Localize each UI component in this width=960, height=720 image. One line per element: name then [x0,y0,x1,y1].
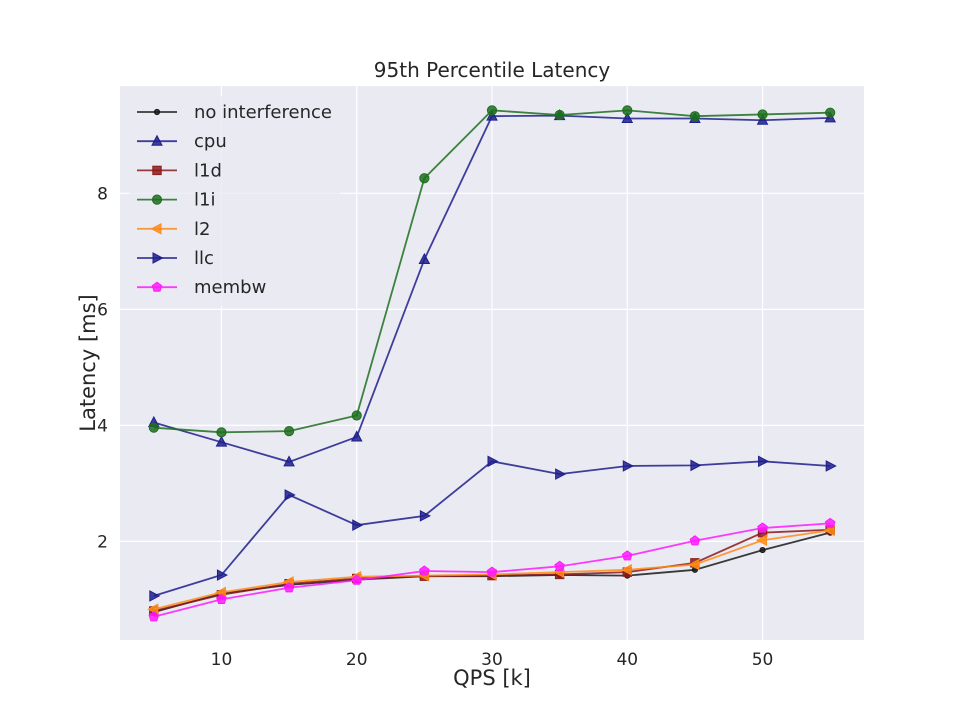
marker-dot [759,546,766,554]
marker-circle [419,173,430,184]
marker-square [152,165,162,176]
series-layer [147,105,837,622]
legend-label: membw [194,277,266,298]
marker-triangle-right [555,468,567,480]
marker-triangle-up [215,435,228,447]
marker-triangle-right [284,489,296,501]
marker-triangle-left [755,534,768,547]
y-tick-label: 6 [97,300,108,320]
marker-circle [825,107,836,118]
legend-item: l1i [137,190,215,211]
marker-triangle-right [487,455,499,468]
legend-item: no interference [137,102,332,123]
marker-triangle-up [151,134,163,146]
marker-pentagon [554,560,565,571]
marker-triangle-right [622,460,634,472]
marker-triangle-up [418,252,431,264]
marker-pentagon [824,517,836,528]
marker-pentagon [151,281,163,292]
marker-triangle-up [283,455,295,467]
y-tick-label: 4 [97,416,108,436]
legend-label: l1d [194,160,222,181]
legend-label: no interference [194,102,332,123]
marker-circle [351,410,362,421]
marker-pentagon [216,593,227,604]
marker-triangle-up [350,430,363,442]
grid-lines [120,86,864,640]
legend-label: l1i [194,190,215,211]
legend-item: l1d [137,160,222,181]
marker-circle [283,426,295,437]
marker-pentagon [757,522,768,533]
legend-label: cpu [194,131,227,152]
marker-triangle-right [419,510,431,522]
marker-pentagon [351,574,363,585]
marker-circle [757,109,768,120]
legend-label: llc [194,248,214,269]
marker-circle [148,422,159,433]
y-tick-label: 8 [97,184,108,204]
series-membw [148,517,836,622]
series-llc [149,455,837,602]
marker-triangle-right [152,252,164,264]
marker-pentagon [283,582,295,593]
marker-pentagon [148,611,160,622]
y-axis-label: Latency [ms] [76,294,100,431]
y-tick-label: 2 [97,532,108,552]
marker-triangle-right [216,569,229,581]
marker-triangle-right [825,460,837,472]
legend-background [130,96,340,307]
marker-circle [486,105,498,116]
legend-item: llc [137,248,214,269]
series-l1i [148,105,836,438]
marker-triangle-right [690,459,702,472]
legend-item: l2 [137,219,210,240]
legend-item: cpu [137,131,227,152]
chart-title: 95th Percentile Latency [374,58,611,82]
marker-triangle-right [149,590,161,602]
marker-triangle-up [621,111,634,123]
marker-pentagon [689,535,701,546]
x-tick-label: 20 [346,650,368,670]
marker-triangle-right [758,455,770,468]
marker-dot [153,108,161,116]
marker-triangle-left [688,558,700,571]
legend-label: l2 [194,219,210,240]
legend-item: membw [137,277,266,298]
marker-circle [689,111,701,122]
x-tick-label: 40 [616,650,638,670]
x-tick-label: 10 [211,650,233,670]
marker-circle [151,194,163,205]
marker-circle [622,105,633,116]
marker-circle [216,427,227,438]
x-axis-label: QPS [k] [453,666,531,690]
x-tick-label: 30 [481,650,503,670]
marker-triangle-left [150,222,162,235]
marker-pentagon [621,550,633,561]
marker-triangle-right [352,519,364,531]
legend: no interference cpu l1d l1i l2 llc membw [130,96,340,307]
x-tick-label: 50 [752,650,774,670]
axis-ticks: 10 20 30 40 50 2 4 6 8 [97,184,773,670]
marker-triangle-left [620,563,632,576]
marker-circle [554,109,565,121]
marker-pentagon [486,566,498,577]
marker-pentagon [419,565,430,576]
